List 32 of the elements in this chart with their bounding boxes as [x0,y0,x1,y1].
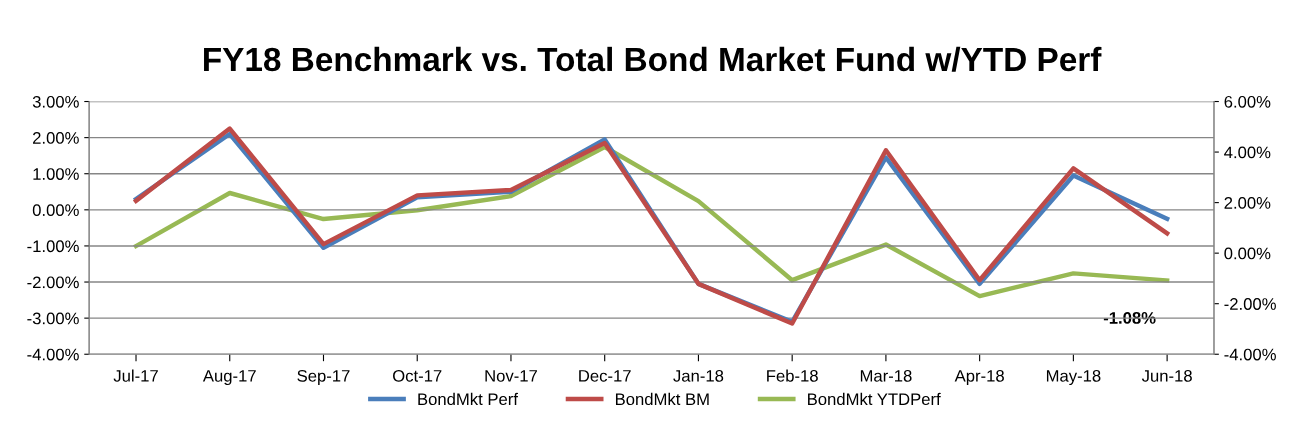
x-tick-label: Aug-17 [202,370,256,386]
line-series [133,144,1170,299]
x-tick-label: Jul-17 [113,369,158,382]
y2-tick-label: -4.00% [1224,348,1276,361]
legend-label: BondMkt Perf [418,392,518,406]
x-tick-label: Oct-17 [393,369,442,382]
y-tick-label: -3.00% [27,312,79,325]
y-tick-label: 2.00% [33,132,79,144]
y2-tick-label: 0.00% [1224,247,1271,260]
x-tick-label: Sep-17 [297,369,350,386]
y-tick-label: 0.00% [32,204,79,217]
x-tick-label: Nov-17 [485,370,537,382]
y2-tick-label: -2.00% [1224,298,1276,310]
x-tick-label: Jun-18 [1141,369,1192,382]
y-tick-label: -4.00% [27,348,79,361]
x-tick-label: Jan-18 [673,369,724,382]
y2-tick-label: 4.00% [1224,146,1271,159]
y-tick-label: 1.00% [33,168,79,180]
legend-label: BondMkt BM [615,392,709,406]
x-tick-label: Mar-18 [860,369,912,382]
y2-tick-label: 6.00% [1224,95,1271,108]
data-label: -1.08% [1103,312,1156,324]
x-tick-label: Dec-17 [579,370,631,382]
chart-title: FY18 Benchmark vs. Total Bond Market Fund w/YTD Perf [204,46,1102,72]
x-tick-label: Apr-18 [954,369,1004,386]
y-tick-label: -1.00% [27,240,79,253]
y2-tick-label: 2.00% [1224,197,1271,209]
y-tick-label: -2.00% [27,276,79,289]
x-tick-label: May-18 [1046,369,1101,386]
x-tick-label: Feb-18 [767,369,818,382]
y-tick-label: 3.00% [32,95,79,108]
legend-label: BondMkt YTDPerf [808,392,941,406]
